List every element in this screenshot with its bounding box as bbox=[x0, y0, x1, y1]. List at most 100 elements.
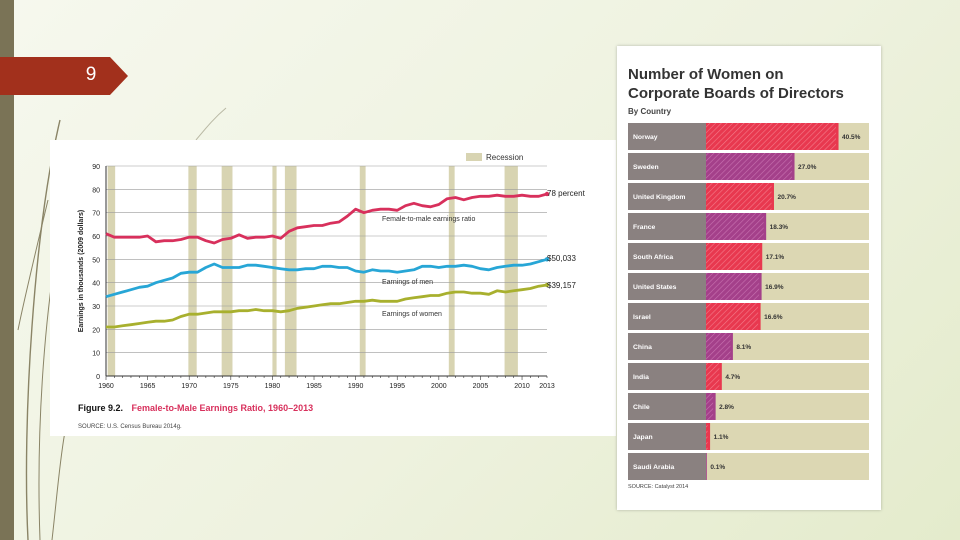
slide-number: 9 bbox=[85, 64, 97, 85]
country-label: Saudi Arabia bbox=[633, 464, 675, 471]
figure-number: Figure 9.2. bbox=[78, 403, 123, 413]
country-label-bg bbox=[628, 183, 706, 210]
bar-value-label: 16.9% bbox=[765, 284, 784, 291]
country-label: United Kingdom bbox=[633, 194, 685, 201]
bar-end-cap bbox=[706, 453, 707, 480]
left-stripe bbox=[0, 0, 14, 540]
recession-band bbox=[504, 166, 518, 376]
recession-legend-swatch bbox=[466, 153, 482, 161]
figure-caption: Figure 9.2. Female-to-Male Earnings Rati… bbox=[78, 403, 313, 413]
country-label: France bbox=[633, 224, 656, 231]
x-tick-label: 2000 bbox=[431, 383, 447, 390]
men-series-label: Earnings of men bbox=[382, 279, 433, 286]
x-tick-label: 1965 bbox=[140, 383, 156, 390]
country-label-bg bbox=[628, 363, 706, 390]
bar-end-cap bbox=[730, 333, 733, 360]
bar-south-africa bbox=[706, 243, 762, 270]
x-tick-label: 1975 bbox=[223, 383, 239, 390]
x-tick-label: 2013 bbox=[539, 383, 555, 390]
country-label-bg bbox=[628, 123, 706, 150]
bar-track bbox=[706, 453, 869, 480]
bar-chart-subtitle: By Country bbox=[628, 107, 672, 116]
y-tick-label: 60 bbox=[92, 234, 100, 241]
bar-united-kingdom bbox=[706, 183, 774, 210]
bar-end-cap bbox=[836, 123, 839, 150]
country-label: Sweden bbox=[633, 164, 659, 171]
bar-value-label: 27.0% bbox=[798, 164, 817, 171]
boards-bar-chart: Number of Women on Corporate Boards of D… bbox=[628, 66, 869, 490]
bar-end-cap bbox=[771, 183, 774, 210]
country-label-bg bbox=[628, 153, 706, 180]
women-series-label: Earnings of women bbox=[382, 311, 442, 318]
recession-band bbox=[448, 166, 455, 376]
bar-chart-title-line1: Number of Women on bbox=[628, 66, 784, 83]
x-tick-label: 1990 bbox=[348, 383, 364, 390]
ratio-end-label: 78 percent bbox=[547, 189, 586, 198]
bar-track bbox=[706, 423, 869, 450]
y-tick-label: 70 bbox=[92, 211, 100, 218]
country-label-bg bbox=[628, 423, 706, 450]
bar-value-label: 20.7% bbox=[777, 194, 796, 201]
bar-value-label: 16.6% bbox=[764, 314, 783, 321]
y-axis-title: Earnings in thousands (2009 dollars) bbox=[78, 210, 85, 333]
country-label: United States bbox=[633, 284, 677, 291]
bar-china bbox=[706, 333, 733, 360]
bar-track bbox=[706, 333, 869, 360]
bar-end-cap bbox=[713, 393, 716, 420]
bar-end-cap bbox=[759, 273, 762, 300]
bar-norway bbox=[706, 123, 839, 150]
y-tick-label: 90 bbox=[92, 164, 100, 171]
country-label-bg bbox=[628, 393, 706, 420]
country-label: Norway bbox=[633, 134, 658, 141]
bar-value-label: 1.1% bbox=[714, 434, 729, 441]
boards-figure: Number of Women on Corporate Boards of D… bbox=[617, 46, 881, 510]
figure-source: SOURCE: U.S. Census Bureau 2014g. bbox=[78, 424, 182, 430]
series-line-ratio bbox=[105, 192, 548, 245]
bar-chart-title-line2: Corporate Boards of Directors bbox=[628, 85, 844, 102]
country-label: Japan bbox=[633, 434, 653, 441]
x-tick-label: 1985 bbox=[306, 383, 322, 390]
recession-legend-label: Recession bbox=[486, 153, 523, 162]
bar-value-label: 2.8% bbox=[719, 404, 734, 411]
bar-value-label: 17.1% bbox=[766, 254, 785, 261]
x-tick-label: 1960 bbox=[98, 383, 114, 390]
x-tick-label: 2010 bbox=[514, 383, 530, 390]
bar-end-cap bbox=[758, 303, 761, 330]
country-label-bg bbox=[628, 303, 706, 330]
bar-chart-source: SOURCE: Catalyst 2014 bbox=[628, 484, 688, 490]
recession-band bbox=[221, 166, 233, 376]
ratio-series-label: Female-to-male earnings ratio bbox=[382, 216, 475, 223]
y-tick-label: 0 bbox=[96, 374, 100, 381]
x-tick-label: 1995 bbox=[389, 383, 405, 390]
decorative-curve bbox=[17, 199, 49, 331]
bar-chile bbox=[706, 393, 716, 420]
bar-united-states bbox=[706, 273, 762, 300]
bar-value-label: 18.3% bbox=[770, 224, 789, 231]
series-line-men bbox=[105, 257, 548, 299]
bar-value-label: 40.5% bbox=[842, 134, 861, 141]
country-label: China bbox=[633, 344, 652, 351]
women-end-label: $39,157 bbox=[547, 281, 576, 290]
bar-end-cap bbox=[792, 153, 795, 180]
recession-band bbox=[272, 166, 277, 376]
bar-india bbox=[706, 363, 722, 390]
bar-end-cap bbox=[763, 213, 767, 240]
bar-end-cap bbox=[759, 243, 763, 270]
x-tick-label: 1970 bbox=[181, 383, 197, 390]
country-label-bg bbox=[628, 243, 706, 270]
earnings-line-chart: 0 10 20 30 40 50 60 70 80 90 1960 1965 1970 1975 1980… bbox=[78, 153, 586, 430]
figure-title: Female-to-Male Earnings Ratio, 1960–2013 bbox=[132, 403, 314, 413]
bar-israel bbox=[706, 303, 761, 330]
series-line-women bbox=[106, 283, 548, 329]
decorative-curve bbox=[195, 107, 227, 141]
x-tick-label: 2005 bbox=[473, 383, 489, 390]
y-tick-label: 10 bbox=[92, 351, 100, 358]
men-end-label: $50,033 bbox=[547, 254, 576, 263]
recession-band bbox=[107, 166, 116, 376]
y-tick-label: 50 bbox=[92, 257, 100, 264]
country-label: India bbox=[633, 374, 649, 381]
y-tick-label: 40 bbox=[92, 281, 100, 288]
slide-number-tab bbox=[0, 57, 128, 95]
series-end-point bbox=[544, 282, 550, 288]
earnings-figure: 0 10 20 30 40 50 60 70 80 90 1960 1965 1970 1975 1980… bbox=[50, 140, 616, 436]
